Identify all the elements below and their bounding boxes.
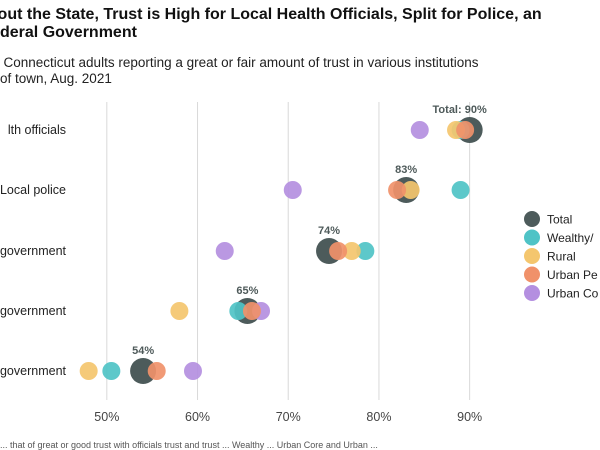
legend-swatch-total <box>524 211 540 227</box>
chart-subtitle: f Connecticut adults reporting a great o… <box>0 55 600 87</box>
point-urban_periphery-3 <box>242 302 261 320</box>
point-wealthy-1 <box>451 181 470 199</box>
point-urban_periphery-1 <box>388 181 407 199</box>
point-urban_core-1 <box>283 181 302 199</box>
legend-label-total: Total <box>547 213 572 227</box>
point-rural-3 <box>170 302 189 320</box>
legend-label-urban_core: Urban Co <box>547 287 599 301</box>
point-urban_core-2 <box>215 242 234 260</box>
x-tick-label-80: 80% <box>366 410 391 424</box>
total-label-0: Total: 90% <box>433 104 487 116</box>
point-urban_periphery-4 <box>147 362 166 380</box>
total-label-3: 65% <box>236 285 258 297</box>
point-wealthy-3 <box>229 302 248 320</box>
legend-label-urban_periphery: Urban Pe <box>547 268 598 282</box>
legend-swatch-rural <box>524 248 540 264</box>
point-total-4 <box>130 358 157 384</box>
total-label-4: 54% <box>132 345 154 357</box>
chart-subtitle-line-2: of town, Aug. 2021 <box>0 71 112 86</box>
category-label-0: lth officials <box>8 123 66 137</box>
point-rural-1 <box>401 181 420 199</box>
x-tick-label-90: 90% <box>457 410 482 424</box>
x-tick-label-60: 60% <box>185 410 210 424</box>
legend: Total Wealthy/Rural Urban Pe Urban Co <box>524 211 599 301</box>
chart-title-line-1: ghout the State, Trust is High for Local… <box>0 6 542 23</box>
point-urban_core-0 <box>410 121 429 139</box>
chart-title-line-2: deral Government <box>0 24 137 41</box>
legend-swatch-urban_periphery <box>524 266 540 283</box>
category-label-2: government <box>0 244 67 258</box>
category-labels: lth officials Local police government gover… <box>0 123 67 378</box>
legend-label-rural: Rural <box>547 250 576 264</box>
footnote: ... that of great or good trust with off… <box>0 441 378 450</box>
legend-swatch-wealthy <box>524 229 540 246</box>
total-label-1: 83% <box>395 164 417 176</box>
total-label-2: 74% <box>318 225 340 237</box>
point-wealthy-4 <box>102 362 121 380</box>
point-rural-4 <box>79 362 98 380</box>
chart-subtitle-line-1: f Connecticut adults reporting a great o… <box>0 55 479 70</box>
total-data-labels: Total: 90% 83% 74% 65% 54% <box>132 104 487 357</box>
category-label-3: government <box>0 304 67 318</box>
gridlines <box>106 102 471 400</box>
point-urban_core-4 <box>183 362 202 380</box>
chart-title: ghout the State, Trust is High for Local… <box>0 6 600 42</box>
legend-swatch-urban_core <box>524 285 540 301</box>
category-label-1: Local police <box>0 183 66 197</box>
dot-plot-chart: 50% 60% 70% 80% 90% lth officials Local polic… <box>0 102 599 424</box>
point-urban_periphery-2 <box>329 242 348 260</box>
x-tick-label-70: 70% <box>276 410 301 424</box>
point-rural-2 <box>342 242 361 260</box>
x-tick-label-50: 50% <box>94 410 119 424</box>
point-wealthy-2 <box>356 242 375 260</box>
x-axis-ticks: 50% 60% 70% 80% 90% <box>94 410 482 424</box>
data-points <box>79 117 483 384</box>
point-urban_periphery-0 <box>456 121 475 139</box>
category-label-4: government <box>0 364 67 378</box>
legend-label-wealthy: Wealthy/ <box>547 231 594 245</box>
